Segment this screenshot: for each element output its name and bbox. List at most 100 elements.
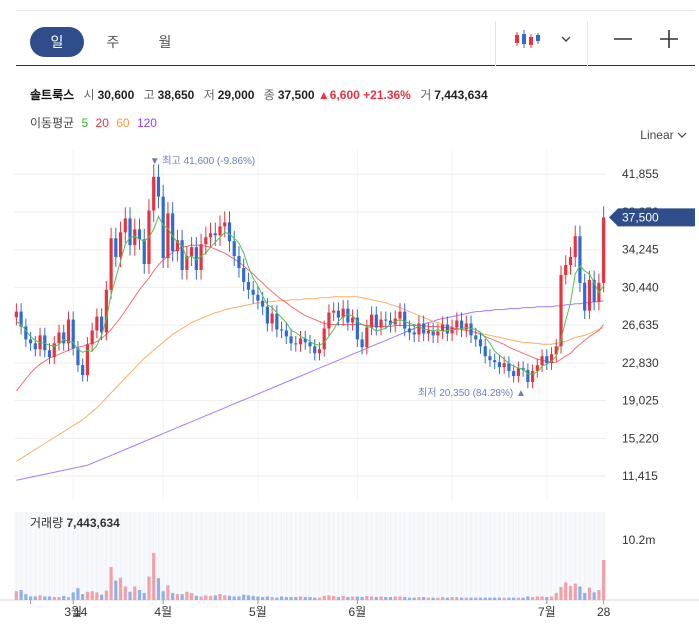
- volume-bar: [587, 587, 592, 600]
- volume-bar: [76, 588, 80, 600]
- tab-day[interactable]: 일: [30, 27, 84, 57]
- candle-body: [441, 324, 445, 332]
- volume-bar: [450, 597, 454, 600]
- minus-icon[interactable]: [612, 24, 634, 54]
- volume-bar: [303, 597, 307, 600]
- ma-60-label[interactable]: 60: [116, 116, 130, 130]
- volume-label: 거: [420, 88, 432, 102]
- candle-body: [242, 267, 246, 282]
- volume-bar: [43, 596, 47, 600]
- candle-body: [346, 308, 350, 323]
- volume-value: 7,443,634: [66, 516, 120, 530]
- volume-bar: [175, 594, 179, 600]
- candle-body: [549, 354, 554, 364]
- candle-body: [133, 229, 137, 246]
- candle-body: [369, 314, 374, 328]
- price-tick-label: 41,855: [622, 167, 659, 181]
- candle-body: [497, 362, 502, 368]
- low-label: 저: [203, 88, 215, 102]
- low-value: 29,000: [217, 88, 255, 102]
- ma-5-label[interactable]: 5: [81, 116, 89, 130]
- candle-body: [530, 371, 535, 383]
- candle-body: [223, 222, 227, 227]
- volume-bar: [445, 597, 449, 600]
- candle-body: [194, 247, 198, 270]
- volume-bar: [474, 597, 478, 600]
- volume-bar: [284, 597, 288, 600]
- candle-body: [417, 323, 421, 335]
- candle-body: [114, 238, 118, 258]
- candle-body: [208, 233, 213, 238]
- volume-bar: [559, 587, 563, 600]
- volume-bar: [33, 596, 37, 600]
- current-price-label: 37,500: [622, 210, 659, 224]
- volume-bar: [279, 596, 284, 600]
- volume-bar: [24, 594, 28, 600]
- candle-body: [422, 323, 426, 334]
- volume-bar: [478, 597, 483, 600]
- candle-body: [431, 330, 435, 336]
- candle-body: [95, 316, 99, 331]
- candle-body: [279, 329, 284, 331]
- volume-bar: [123, 586, 127, 600]
- volume-bar: [90, 591, 94, 600]
- candle-body: [583, 282, 587, 311]
- tab-month[interactable]: 월: [158, 34, 172, 50]
- volume-bar: [545, 597, 549, 600]
- volume-bar: [256, 596, 260, 600]
- candle-body: [308, 342, 312, 347]
- volume-bar: [393, 596, 397, 600]
- candle-body: [14, 311, 18, 318]
- candle-body: [237, 256, 241, 268]
- candle-body: [403, 311, 407, 329]
- chevron-down-icon[interactable]: [559, 24, 573, 54]
- volume-bar: [14, 591, 18, 600]
- volume-bar: [251, 595, 255, 600]
- volume-bar: [204, 595, 208, 600]
- ma-60-line: [16, 296, 604, 462]
- volume-bar: [180, 594, 184, 600]
- ma-120-label[interactable]: 120: [136, 116, 157, 130]
- volume-bar: [152, 552, 156, 600]
- price-tick-label: 19,025: [622, 394, 659, 408]
- close-value: 37,500: [277, 88, 315, 102]
- candle-body: [379, 319, 383, 328]
- volume-bar: [66, 597, 71, 600]
- volume-bar: [459, 597, 464, 600]
- min-annotation: 최저 20,350 (84.28%) ▲: [418, 387, 526, 399]
- candle-body: [256, 294, 260, 301]
- candlestick-icon[interactable]: [514, 24, 542, 54]
- candle-body: [488, 356, 492, 361]
- ma-20-label[interactable]: 20: [95, 116, 109, 130]
- volume-bar: [535, 596, 539, 600]
- volume-bar: [289, 597, 293, 600]
- volume-bar: [294, 597, 298, 600]
- price-tick-label: 26,635: [622, 318, 659, 332]
- volume-bar: [142, 592, 146, 600]
- volume-bar: [327, 595, 331, 600]
- scale-selector[interactable]: Linear: [640, 128, 687, 142]
- plus-icon[interactable]: [658, 24, 680, 54]
- open-value: 30,600: [97, 88, 135, 102]
- volume-bar: [246, 595, 251, 600]
- volume-bar: [199, 596, 203, 600]
- candle-body: [478, 339, 483, 347]
- volume-label: 거래량 7,443,634: [30, 516, 120, 530]
- ma-label: 이동평균: [30, 116, 75, 130]
- toolbar-divider: [587, 21, 588, 67]
- candle-body: [450, 327, 454, 334]
- candle-body: [104, 289, 108, 333]
- price-tick-label: 11,415: [622, 469, 658, 483]
- candle-body: [459, 320, 464, 330]
- volume-bar: [185, 591, 189, 600]
- volume-bar: [403, 597, 407, 600]
- tab-week[interactable]: 주: [106, 34, 120, 50]
- volume-bar: [322, 595, 326, 600]
- volume-bar: [194, 595, 198, 600]
- ma-20-line: [16, 244, 604, 392]
- volume-bar: [19, 590, 23, 600]
- volume-bar: [100, 594, 104, 600]
- price-tick-label: 15,220: [622, 431, 659, 445]
- x-tick-label: 5월: [249, 605, 267, 619]
